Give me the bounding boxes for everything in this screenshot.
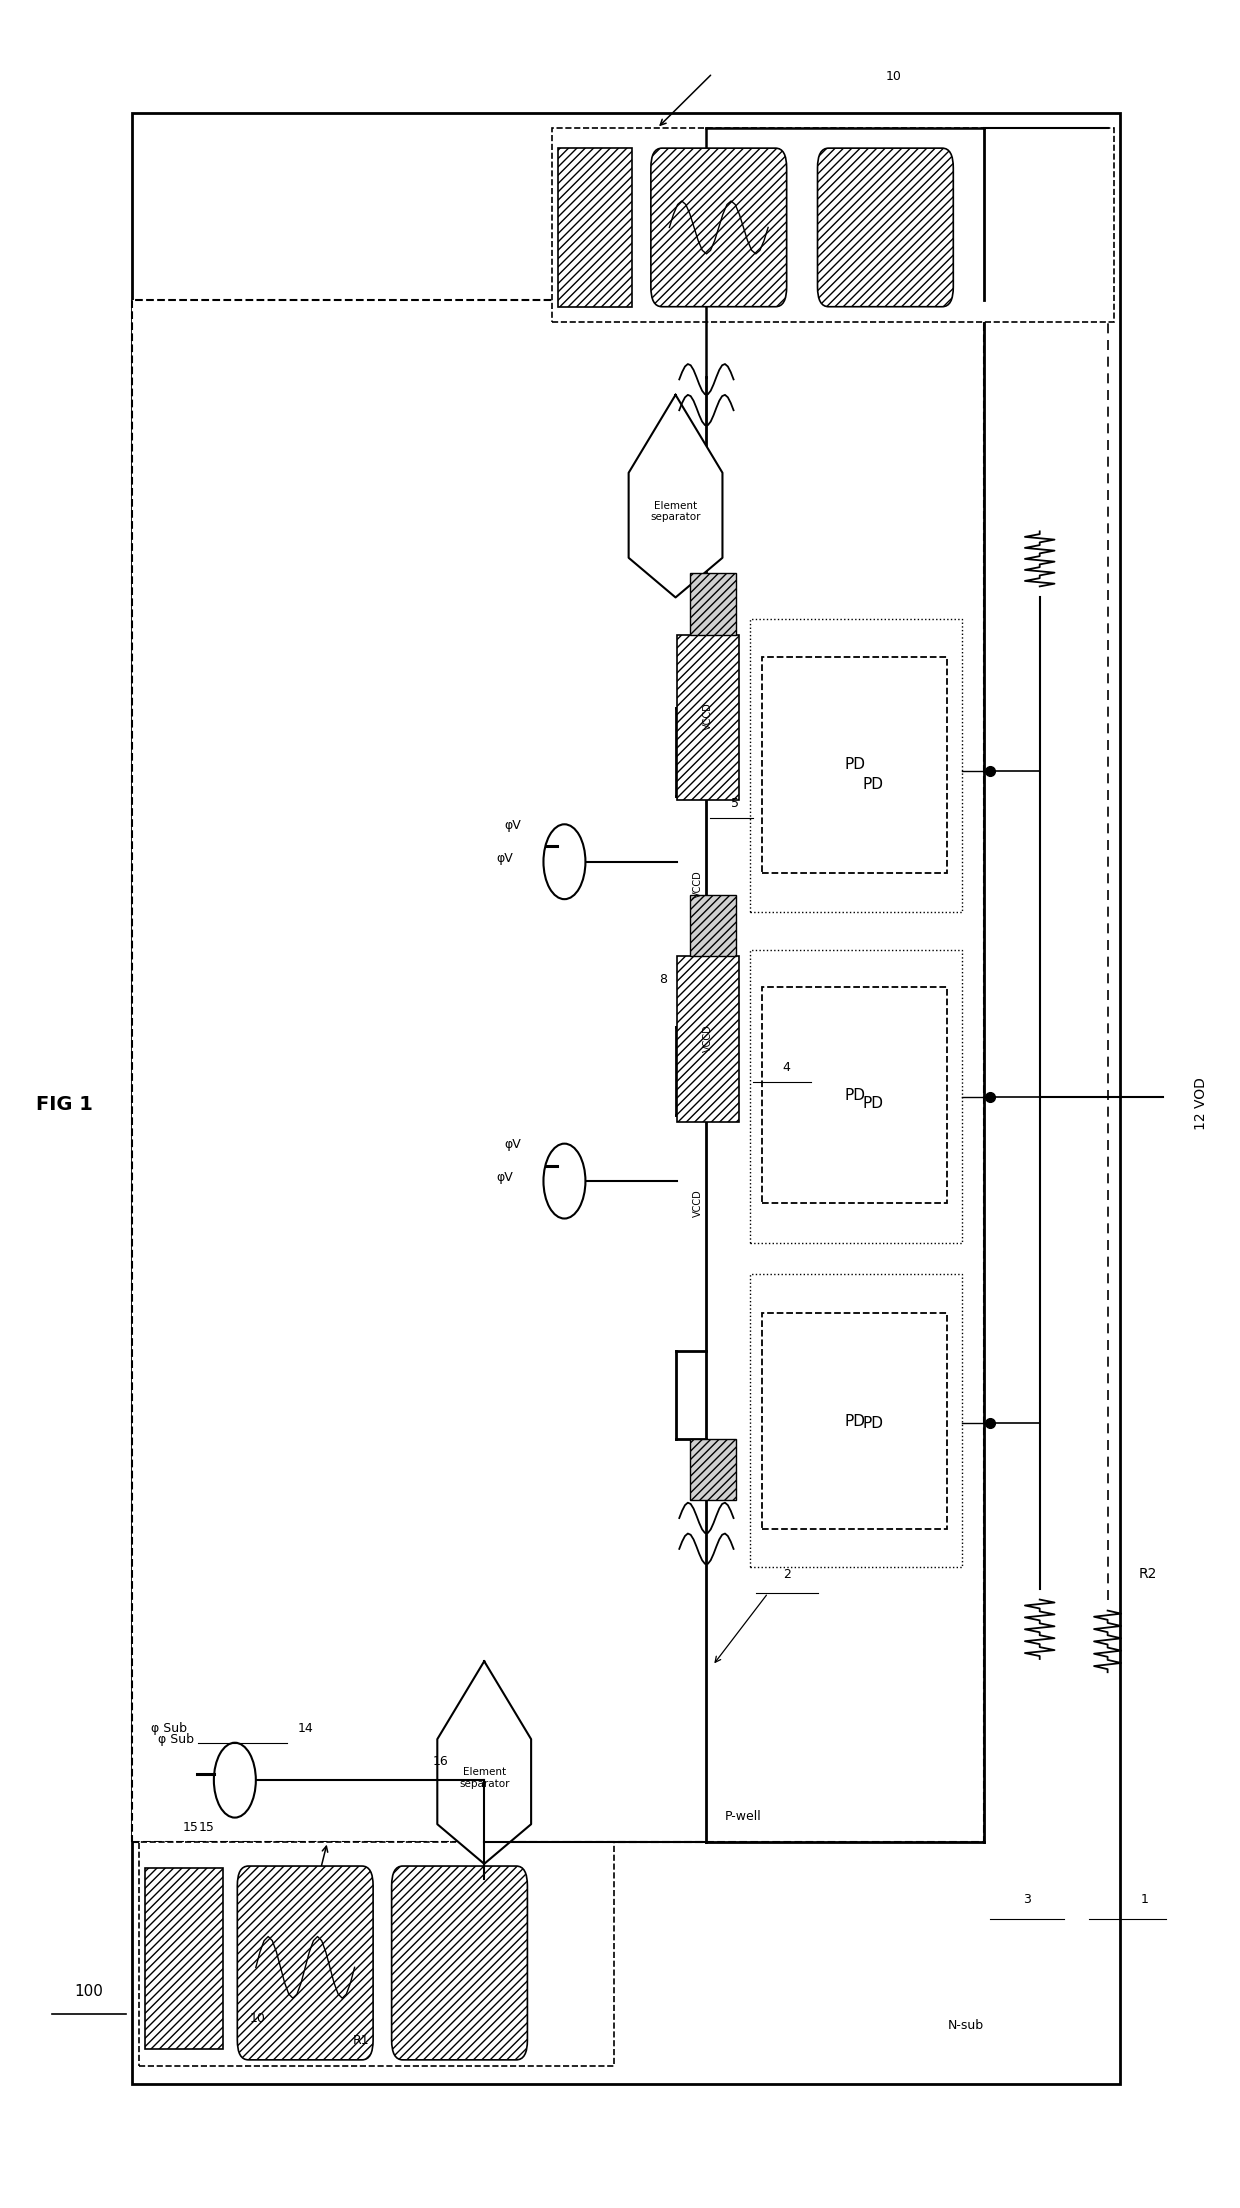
Text: 4: 4 [782, 1062, 791, 1073]
Text: 14: 14 [298, 1722, 312, 1735]
Text: φV: φV [503, 1137, 521, 1150]
Text: VCCD: VCCD [703, 1025, 713, 1051]
FancyBboxPatch shape [139, 1841, 614, 2067]
FancyBboxPatch shape [651, 148, 786, 307]
Polygon shape [438, 1660, 531, 1864]
Text: 10: 10 [885, 71, 901, 84]
Text: 8: 8 [660, 974, 667, 985]
FancyBboxPatch shape [750, 949, 962, 1243]
Text: FIG 1: FIG 1 [36, 1095, 93, 1113]
FancyBboxPatch shape [552, 128, 1114, 322]
Text: φ Sub: φ Sub [159, 1733, 195, 1747]
Text: PD: PD [863, 1415, 884, 1431]
FancyBboxPatch shape [133, 113, 1120, 2084]
Text: PD: PD [863, 777, 884, 793]
FancyBboxPatch shape [691, 574, 737, 636]
Circle shape [213, 1742, 255, 1817]
Text: PD: PD [844, 757, 866, 773]
FancyBboxPatch shape [691, 1440, 737, 1501]
Text: φ Sub: φ Sub [151, 1722, 187, 1735]
Text: 15: 15 [182, 1822, 198, 1835]
Text: PD: PD [863, 1097, 884, 1111]
Text: Element
separator: Element separator [650, 501, 701, 523]
FancyBboxPatch shape [392, 1866, 527, 2060]
Text: φV: φV [503, 819, 521, 832]
FancyBboxPatch shape [677, 636, 739, 799]
Text: φV: φV [496, 1170, 513, 1183]
Text: 16: 16 [433, 1755, 449, 1769]
FancyBboxPatch shape [677, 956, 739, 1122]
Circle shape [543, 824, 585, 899]
FancyBboxPatch shape [761, 1314, 947, 1530]
Text: VCCD: VCCD [693, 870, 703, 899]
FancyBboxPatch shape [750, 620, 962, 912]
Text: PD: PD [844, 1089, 866, 1102]
FancyBboxPatch shape [133, 300, 985, 1841]
Text: 15: 15 [198, 1822, 215, 1835]
Text: 100: 100 [74, 1985, 104, 1998]
FancyBboxPatch shape [691, 894, 737, 956]
Text: 1: 1 [1141, 1894, 1148, 1906]
Text: R2: R2 [1138, 1565, 1157, 1581]
Text: N-sub: N-sub [947, 2018, 983, 2031]
Text: VCCD: VCCD [703, 702, 713, 731]
Text: 2: 2 [782, 1568, 791, 1581]
FancyBboxPatch shape [817, 148, 954, 307]
Text: 5: 5 [730, 797, 739, 810]
Text: 10: 10 [249, 2011, 265, 2025]
FancyBboxPatch shape [761, 987, 947, 1203]
Text: PD: PD [844, 1413, 866, 1429]
Text: 12 VOD: 12 VOD [1194, 1078, 1208, 1130]
FancyBboxPatch shape [145, 1868, 222, 2049]
Text: VCCD: VCCD [693, 1190, 703, 1217]
Text: R1: R1 [352, 2034, 370, 2047]
Text: Element
separator: Element separator [459, 1766, 510, 1788]
FancyBboxPatch shape [761, 658, 947, 872]
Text: φV: φV [496, 852, 513, 866]
FancyBboxPatch shape [558, 148, 632, 307]
Text: 3: 3 [1023, 1894, 1032, 1906]
Text: P-well: P-well [725, 1811, 761, 1824]
Circle shape [543, 1144, 585, 1219]
Polygon shape [629, 395, 723, 598]
FancyBboxPatch shape [750, 1274, 962, 1565]
FancyBboxPatch shape [237, 1866, 373, 2060]
